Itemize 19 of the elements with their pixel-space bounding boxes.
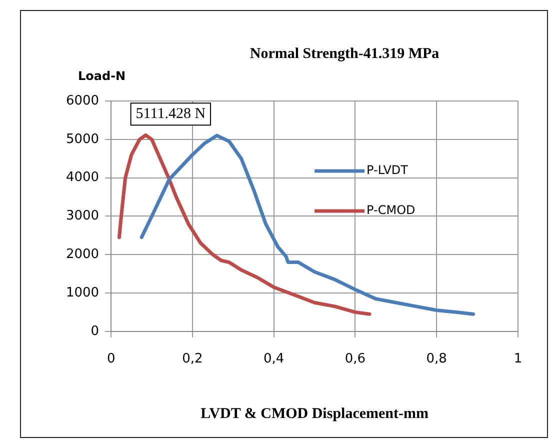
annotation: 5111.428 N [136, 106, 206, 122]
y-tick-label: 4000 [66, 170, 100, 186]
y-tick-label: 6000 [66, 93, 100, 108]
x-tick-label: 0,4 [264, 352, 284, 367]
x-tick-label: 0 [106, 352, 116, 367]
y-tick-label: 1000 [66, 285, 100, 300]
x-tick-label: 0,2 [182, 352, 203, 367]
x-tick-label: 0,6 [344, 352, 366, 367]
chart-title: Normal Strength-41.319 MPa [250, 46, 440, 62]
y-tick-label: 2000 [66, 246, 100, 262]
x-tick-label: 0,8 [426, 352, 447, 367]
y-axis-title: Load-N [78, 69, 126, 83]
y-tick-label: 3000 [66, 208, 100, 224]
y-tick-label: 5000 [66, 132, 100, 147]
legend-label: P-LVDT [366, 163, 409, 178]
legend-label: P-CMOD [366, 203, 416, 218]
x-axis-title: LVDT & CMOD Displacement-mm [200, 406, 429, 422]
x-tick-label: 1 [514, 352, 522, 367]
y-tick-label: 0 [90, 324, 100, 339]
